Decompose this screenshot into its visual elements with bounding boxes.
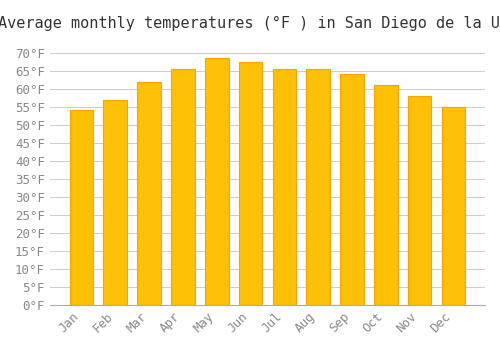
Bar — [374, 85, 398, 305]
Bar — [205, 58, 229, 305]
Bar — [408, 96, 432, 305]
Bar — [306, 69, 330, 305]
Bar — [171, 69, 194, 305]
Bar — [70, 110, 94, 305]
Title: Average monthly temperatures (°F ) in San Diego de la Unión: Average monthly temperatures (°F ) in Sa… — [0, 15, 500, 31]
Bar — [442, 107, 465, 305]
Bar — [340, 74, 364, 305]
Bar — [272, 69, 296, 305]
Bar — [238, 62, 262, 305]
Bar — [104, 99, 127, 305]
Bar — [138, 82, 161, 305]
